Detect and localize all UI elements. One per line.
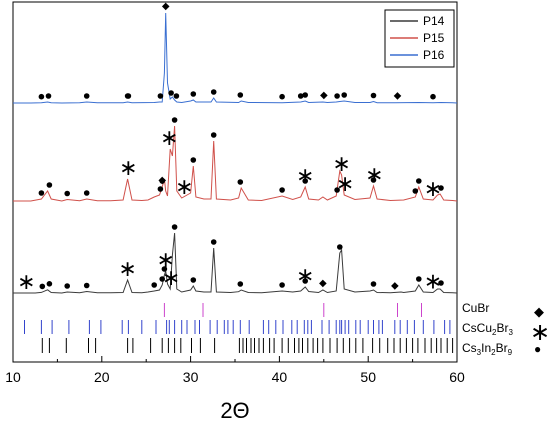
marker-star-p15: ∗ <box>332 151 350 176</box>
legend-label-p14: P14 <box>423 14 445 28</box>
legend-label-p16: P16 <box>423 48 445 62</box>
marker-dot-p14 <box>151 282 157 288</box>
marker-dot-p14 <box>64 283 70 289</box>
marker-dot-p15 <box>334 187 340 193</box>
ref-symbol-cscu2br3-icon: ∗ <box>530 319 550 346</box>
marker-dot-p14 <box>210 239 217 245</box>
marker-dot-p14 <box>46 281 53 287</box>
marker-dot-p15 <box>210 132 217 138</box>
marker-dot-p15 <box>370 177 377 183</box>
series-line-p14 <box>13 232 458 294</box>
marker-star-p14: ∗ <box>17 269 35 294</box>
marker-dot-p14 <box>370 281 377 287</box>
marker-star-p14: ∗ <box>424 269 442 294</box>
marker-dot-p15 <box>416 178 422 184</box>
marker-dot-p14 <box>416 276 422 282</box>
marker-dot-p16 <box>45 93 52 99</box>
marker-star-p15: ∗ <box>296 163 314 188</box>
marker-dot-p14 <box>438 280 444 286</box>
marker-dot-p16 <box>341 92 348 98</box>
marker-star-p15: ∗ <box>160 125 178 150</box>
marker-star-p15: ∗ <box>424 176 442 201</box>
marker-dot-p15 <box>412 188 419 194</box>
marker-dot-p15 <box>171 117 178 123</box>
marker-dot-p16 <box>168 90 174 96</box>
marker-star-p14: ∗ <box>118 256 136 281</box>
marker-dot-p15 <box>64 190 70 197</box>
marker-dot-p16 <box>370 92 377 99</box>
marker-star-p15: ∗ <box>119 155 137 180</box>
marker-dot-p16 <box>157 93 164 99</box>
ref-label-cubr: CuBr <box>462 301 489 315</box>
marker-dot-p14 <box>161 266 168 272</box>
marker-dot-p16 <box>190 91 197 97</box>
legend: P14 P15 P16 <box>384 9 455 68</box>
marker-layer: ∗∗ ∗∗ ∗ ∗◆ ◆∗∗∗ ∗ ∗∗ ∗∗◆◆◆ ◆ <box>17 1 444 294</box>
marker-dot-p14 <box>39 283 46 290</box>
marker-diamond-p16: ◆ <box>162 1 170 12</box>
marker-diamond-p15: ◆ <box>158 175 166 186</box>
marker-dot-p15 <box>302 178 309 184</box>
ref-label-cscu2br3: CsCu2Br3 <box>462 321 513 337</box>
marker-dot-p15 <box>159 178 165 184</box>
marker-dot-p16 <box>237 92 244 98</box>
marker-dot-p14 <box>83 282 90 289</box>
reference-layer <box>24 303 454 353</box>
marker-star-p14: ∗ <box>296 263 314 288</box>
marker-star-p15: ∗ <box>365 162 383 187</box>
marker-dot-p14 <box>237 281 244 287</box>
marker-dot-p16 <box>279 93 285 100</box>
reference-legend: CuBr ◆ CsCu2Br3 ∗ Cs3In2Br9 ● <box>462 301 550 357</box>
marker-star-p15: ∗ <box>336 171 354 196</box>
marker-dot-p16 <box>430 93 436 100</box>
marker-dot-p16 <box>302 92 309 98</box>
x-tick-label: 50 <box>360 369 376 385</box>
marker-dot-p16 <box>334 93 340 99</box>
series-line-p16 <box>13 12 458 104</box>
marker-dot-p14 <box>279 282 285 288</box>
marker-dot-p16 <box>173 93 180 99</box>
marker-dot-p15 <box>438 185 444 191</box>
marker-dot-p16 <box>297 93 304 99</box>
marker-dot-p16 <box>83 93 90 99</box>
x-axis: 10 20 30 40 50 60 <box>5 356 465 385</box>
marker-dot-p14 <box>159 276 165 282</box>
marker-dot-p14 <box>337 244 343 250</box>
marker-diamond-p14: ◆ <box>319 278 327 289</box>
marker-dot-p15 <box>46 182 53 188</box>
marker-dot-p16 <box>210 89 217 95</box>
x-tick-label: 10 <box>5 369 21 385</box>
marker-diamond-p14: ◆ <box>391 281 399 292</box>
ref-symbol-cs3in2br9-icon: ● <box>534 342 541 356</box>
series-line-p15 <box>13 125 458 202</box>
marker-dot-p14 <box>190 277 197 283</box>
marker-dot-p15 <box>38 190 45 196</box>
legend-label-p15: P15 <box>423 31 445 45</box>
marker-dot-p16 <box>125 93 132 99</box>
x-tick-label: 40 <box>272 369 288 385</box>
x-tick-label: 30 <box>183 369 199 385</box>
marker-dot-p14 <box>171 224 178 230</box>
marker-star-p15: ∗ <box>175 174 193 199</box>
x-axis-title: 2Θ <box>220 398 249 423</box>
trace-layer <box>13 12 458 294</box>
marker-dot-p15 <box>279 187 285 193</box>
x-tick-label: 20 <box>94 369 110 385</box>
marker-dot-p15 <box>83 190 90 196</box>
marker-dot-p15 <box>237 179 244 185</box>
marker-dot-p16 <box>38 93 45 100</box>
marker-diamond-p16: ◆ <box>394 91 402 102</box>
marker-dot-p15 <box>190 157 197 163</box>
marker-dot-p14 <box>302 278 309 284</box>
marker-star-p14: ∗ <box>156 247 174 272</box>
marker-star-p14: ∗ <box>162 265 180 290</box>
x-tick-label: 60 <box>449 369 465 385</box>
marker-dot-p15 <box>157 186 164 192</box>
marker-diamond-p16: ◆ <box>320 90 328 101</box>
ref-label-cs3in2br9: Cs3In2Br9 <box>462 341 513 357</box>
ref-symbol-cubr-icon: ◆ <box>534 304 544 319</box>
